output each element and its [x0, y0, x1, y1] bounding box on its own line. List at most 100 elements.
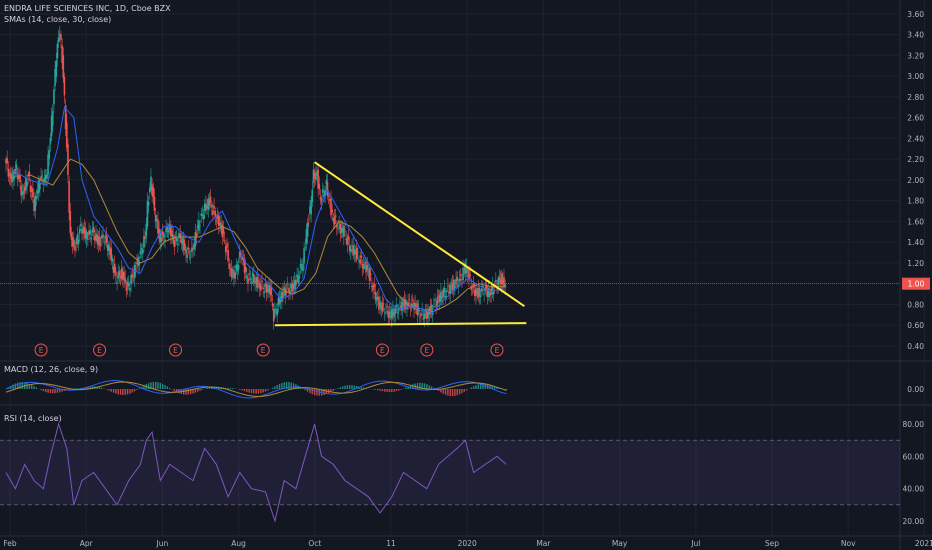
- candle-body: [210, 204, 213, 208]
- macd-histogram-bar: [31, 384, 33, 389]
- macd-signal-line: [5, 381, 507, 398]
- candle-body: [19, 174, 21, 182]
- candle-body: [159, 232, 162, 243]
- macd-histogram-bar: [407, 386, 409, 389]
- macd-histogram-bar: [440, 389, 442, 393]
- macd-histogram-bar: [479, 383, 482, 389]
- candle-body: [11, 175, 13, 183]
- candle-body: [8, 172, 11, 177]
- macd-histogram-bar: [194, 389, 197, 393]
- candle-body: [485, 284, 488, 290]
- macd-histogram-bar: [150, 382, 152, 389]
- macd-histogram-bar: [374, 389, 377, 390]
- candle-body: [67, 144, 69, 176]
- candle-body: [413, 302, 415, 310]
- candle-body: [407, 302, 409, 307]
- macd-histogram-bar: [185, 389, 187, 395]
- macd-histogram-bar: [115, 389, 117, 394]
- candle-body: [115, 271, 117, 276]
- support-trendline[interactable]: [274, 322, 527, 327]
- candle-body: [329, 199, 331, 201]
- earnings-marker[interactable]: [256, 343, 270, 357]
- candle-body: [41, 175, 44, 177]
- macd-histogram-bar: [290, 382, 292, 389]
- candle-body: [447, 285, 449, 287]
- time-tick-label: Nov: [841, 539, 856, 548]
- price-tick-label: 2.20: [907, 155, 924, 164]
- macd-histogram-bar: [344, 385, 346, 389]
- earnings-marker[interactable]: [490, 343, 504, 357]
- candle-body: [186, 254, 188, 258]
- candle-body: [258, 282, 261, 289]
- candle-body: [450, 285, 453, 286]
- earnings-marker-label: E: [97, 346, 102, 355]
- candle-body: [408, 299, 411, 301]
- candle-body: [148, 187, 151, 193]
- candle-body: [177, 243, 179, 246]
- candle-body: [309, 206, 311, 214]
- macd-histogram-bar: [451, 389, 454, 397]
- candle-body: [374, 291, 377, 300]
- candle-body: [459, 274, 462, 276]
- macd-histogram-bar: [393, 389, 395, 392]
- macd-histogram-bar: [313, 389, 316, 396]
- macd-histogram-bar: [255, 389, 257, 394]
- candle-body: [202, 214, 205, 220]
- macd-histogram-bar: [239, 389, 241, 390]
- candle-body: [112, 266, 115, 273]
- candle-body: [47, 154, 49, 175]
- candle-body: [74, 245, 76, 251]
- candle-body: [241, 256, 243, 260]
- candle-body: [137, 256, 139, 267]
- candle-body: [181, 238, 184, 245]
- macd-histogram-bar: [54, 389, 56, 394]
- macd-histogram-bar: [409, 385, 412, 389]
- macd-histogram-bar: [246, 389, 248, 392]
- macd-histogram-bar: [386, 389, 388, 392]
- earnings-marker[interactable]: [420, 343, 434, 357]
- macd-histogram-bar: [346, 385, 349, 389]
- macd-histogram-bar: [105, 389, 108, 390]
- candle-body: [160, 237, 163, 242]
- candle-body: [324, 190, 326, 196]
- candle-body: [417, 307, 420, 311]
- candle-body: [430, 304, 433, 311]
- candle-body: [230, 268, 233, 278]
- candle-body: [347, 236, 350, 240]
- candle-body: [412, 300, 414, 302]
- macd-histogram-bar: [461, 389, 463, 394]
- earnings-marker[interactable]: [375, 343, 389, 357]
- candle-body: [200, 213, 203, 216]
- candle-body: [276, 308, 279, 316]
- price-tick-label: 2.60: [907, 114, 924, 123]
- candle-body: [15, 164, 18, 170]
- candle-body: [360, 255, 363, 258]
- macd-histogram-bar: [353, 385, 356, 389]
- macd-histogram-bar: [136, 389, 138, 390]
- candle-body: [492, 291, 495, 295]
- candle-body: [43, 177, 46, 183]
- candle-body: [103, 242, 105, 244]
- candle-body: [275, 311, 277, 314]
- earnings-marker[interactable]: [93, 343, 107, 357]
- candle-body: [196, 225, 199, 229]
- macd-histogram-bar: [131, 389, 133, 393]
- candle-body: [399, 302, 401, 304]
- candle-body: [20, 185, 22, 196]
- candle-body: [165, 227, 167, 233]
- macd-histogram-bar: [472, 386, 475, 389]
- candle-body: [250, 282, 253, 284]
- macd-histogram-bar: [192, 389, 194, 394]
- earnings-marker[interactable]: [34, 343, 48, 357]
- candle-body: [29, 185, 32, 192]
- earnings-marker[interactable]: [169, 343, 183, 357]
- candle-body: [244, 267, 247, 272]
- descending-trendline[interactable]: [314, 161, 525, 307]
- earnings-marker-label: E: [173, 346, 178, 355]
- candle-body: [350, 248, 352, 253]
- candle-body: [313, 172, 316, 179]
- macd-histogram-bar: [496, 387, 498, 389]
- macd-histogram-bar: [161, 383, 164, 389]
- macd-histogram-bar: [395, 389, 398, 392]
